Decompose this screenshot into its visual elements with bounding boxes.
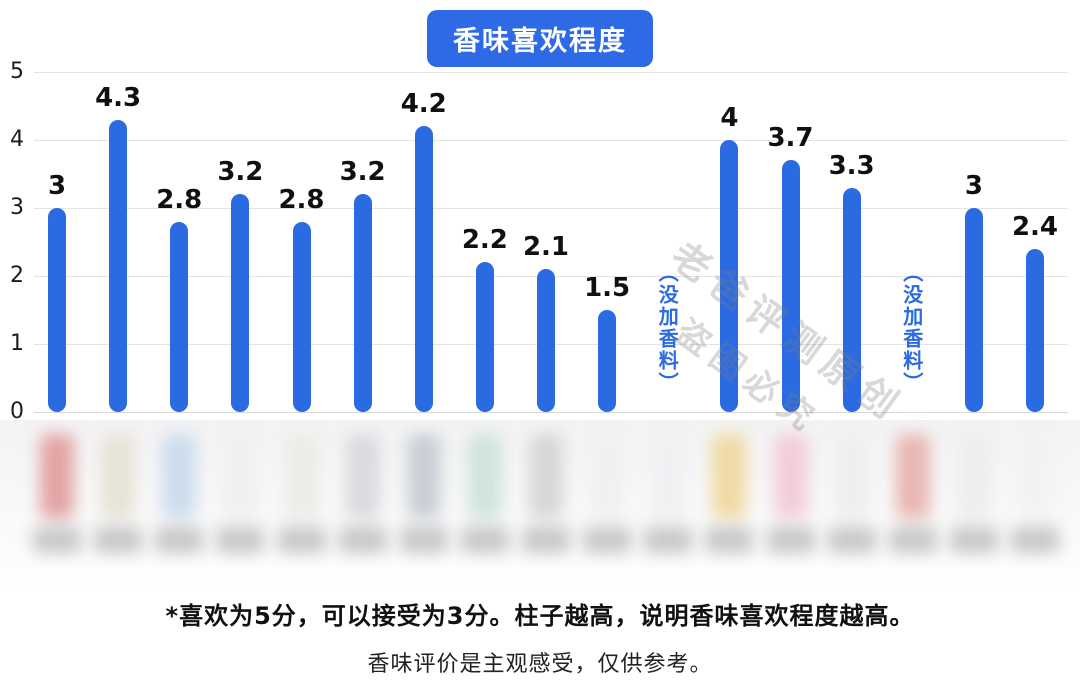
no-fragrance-note: （没加香料） (899, 262, 924, 394)
product-bottle-blur (651, 434, 686, 518)
bar-value-label: 3.3 (828, 150, 875, 181)
product-image-blurred (396, 434, 452, 553)
footnote-block: *喜欢为5分，可以接受为3分。柱子越高，说明香味喜欢程度越高。 香味评价是主观感… (0, 596, 1080, 678)
bar-value-label: 3.7 (767, 123, 814, 154)
product-caption-blur (277, 527, 326, 553)
product-caption-blur (949, 527, 998, 553)
product-bottle-blur (40, 434, 74, 518)
bar-value-label: 4.3 (95, 82, 142, 113)
product-image-blurred (701, 434, 757, 553)
y-tick-label: 1 (10, 331, 24, 356)
bar (109, 119, 128, 412)
bar-value-label: 1.5 (584, 273, 631, 303)
bar (475, 262, 494, 412)
bar-value-label: 4.2 (400, 89, 447, 120)
product-bottle-blur (162, 434, 197, 518)
product-caption-blur (522, 527, 570, 553)
bar (537, 269, 555, 412)
product-image-blurred (274, 434, 330, 553)
y-tick-label: 5 (10, 59, 24, 84)
product-image-blurred (212, 434, 268, 553)
product-caption-blur (644, 527, 693, 553)
bar (720, 140, 739, 412)
bar-value-label: 2.1 (522, 232, 570, 263)
bar-value-label: 3 (47, 171, 67, 201)
product-image-blurred (151, 434, 207, 553)
product-image-blurred (763, 434, 819, 553)
product-bottle-blur (895, 434, 930, 518)
product-bottle-blur (834, 434, 869, 518)
product-caption-blur (888, 527, 937, 553)
y-tick-label: 3 (10, 195, 24, 220)
product-caption-blur (827, 527, 876, 553)
product-bottle-blur (1018, 434, 1052, 518)
product-caption-blur (216, 527, 265, 553)
no-fragrance-note: （没加香料） (655, 262, 680, 394)
footnote-line-1: *喜欢为5分，可以接受为3分。柱子越高，说明香味喜欢程度越高。 (165, 602, 915, 630)
bar-value-label: 3.2 (217, 157, 264, 188)
bar (170, 221, 189, 412)
bar (842, 187, 861, 412)
bar (781, 160, 800, 412)
bar-value-label: 2.8 (156, 184, 203, 215)
bar (1026, 248, 1044, 412)
product-bottle-blur (223, 434, 258, 518)
gridline (34, 72, 1068, 73)
product-caption-blur (399, 527, 448, 553)
product-image-blurred (824, 434, 880, 553)
product-image-blurred (90, 434, 146, 553)
product-bottle-blur (101, 434, 136, 518)
product-image-blurred (457, 434, 513, 553)
product-bottle-blur (529, 434, 563, 518)
product-bottle-blur (284, 434, 319, 518)
bar (414, 126, 433, 412)
product-image-blurred (1007, 434, 1063, 553)
product-caption-blur (460, 527, 509, 553)
y-tick-label: 4 (10, 127, 24, 152)
product-caption-blur (583, 527, 632, 553)
bar (964, 208, 983, 412)
bar (292, 221, 311, 412)
chart-title-badge: 香味喜欢程度 (427, 10, 653, 67)
y-tick-label: 2 (10, 263, 24, 288)
product-bottle-blur (956, 434, 991, 518)
product-image-blurred (335, 434, 391, 553)
bar (48, 208, 66, 412)
product-caption-blur (1011, 527, 1059, 553)
product-caption-blur (94, 527, 143, 553)
bar-value-label: 2.2 (461, 225, 508, 256)
bar-value-label: 2.8 (278, 184, 325, 215)
product-image-blurred (640, 434, 696, 553)
product-bottle-blur (773, 434, 808, 518)
y-tick-label: 0 (10, 399, 24, 424)
gridline (34, 412, 1068, 413)
gridline (34, 208, 1068, 209)
product-image-blurred (29, 434, 85, 553)
product-bottle-blur (712, 434, 747, 518)
product-caption-blur (33, 527, 81, 553)
product-bottle-blur (590, 434, 625, 518)
bar (353, 194, 372, 412)
product-bottle-blur (406, 434, 441, 518)
bar-value-label: 2.4 (1011, 211, 1059, 242)
product-caption-blur (705, 527, 754, 553)
bar-value-label: 3.2 (339, 157, 386, 188)
product-image-blurred (579, 434, 635, 553)
footnote-line-2: 香味评价是主观感受，仅供参考。 (367, 652, 713, 677)
product-bottle-blur (467, 434, 502, 518)
product-bottle-blur (345, 434, 380, 518)
bar-value-label: 3 (964, 171, 983, 201)
product-caption-blur (766, 527, 815, 553)
bar (598, 310, 617, 412)
product-caption-blur (338, 527, 387, 553)
product-image-blurred (518, 434, 574, 553)
product-caption-blur (155, 527, 204, 553)
product-image-blurred (946, 434, 1002, 553)
bar (231, 194, 250, 412)
gridline (34, 140, 1068, 141)
product-image-blurred (885, 434, 941, 553)
bar-value-label: 4 (720, 103, 739, 133)
